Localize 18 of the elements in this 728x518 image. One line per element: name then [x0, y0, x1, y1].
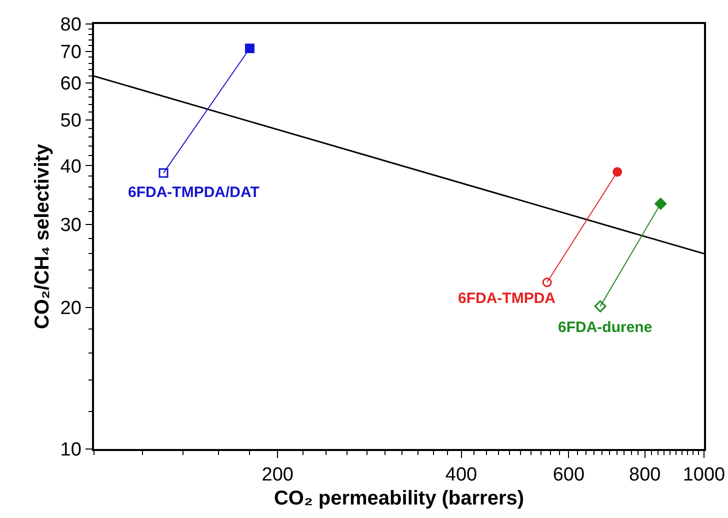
y-tick-label: 80 — [60, 14, 82, 36]
series-label: 6FDA-TMPDA — [458, 290, 556, 307]
x-tick-label: 600 — [552, 464, 585, 486]
y-tick-label: 20 — [60, 298, 82, 319]
y-axis-title: CO₂/CH₄ selectivity — [31, 143, 54, 330]
y-tick-label: 50 — [60, 110, 82, 132]
y-tick-label: 30 — [60, 215, 82, 236]
y-tick-label: 10 — [60, 440, 82, 461]
x-tick-label: 400 — [445, 464, 478, 486]
text: 6FDA-TMPDA/DAT — [128, 184, 260, 201]
y-tick-label: 70 — [60, 42, 82, 63]
x-axis-title: CO₂ permeability (barrers) — [274, 488, 524, 510]
x-tick-label: 200 — [262, 464, 294, 486]
y-tick-label: 40 — [60, 156, 82, 178]
x-tick-label: 800 — [629, 464, 661, 486]
y-tick-label: 60 — [60, 73, 82, 94]
x-tick-label: 1000 — [682, 464, 726, 486]
series-label: 6FDA-durene — [558, 319, 652, 336]
